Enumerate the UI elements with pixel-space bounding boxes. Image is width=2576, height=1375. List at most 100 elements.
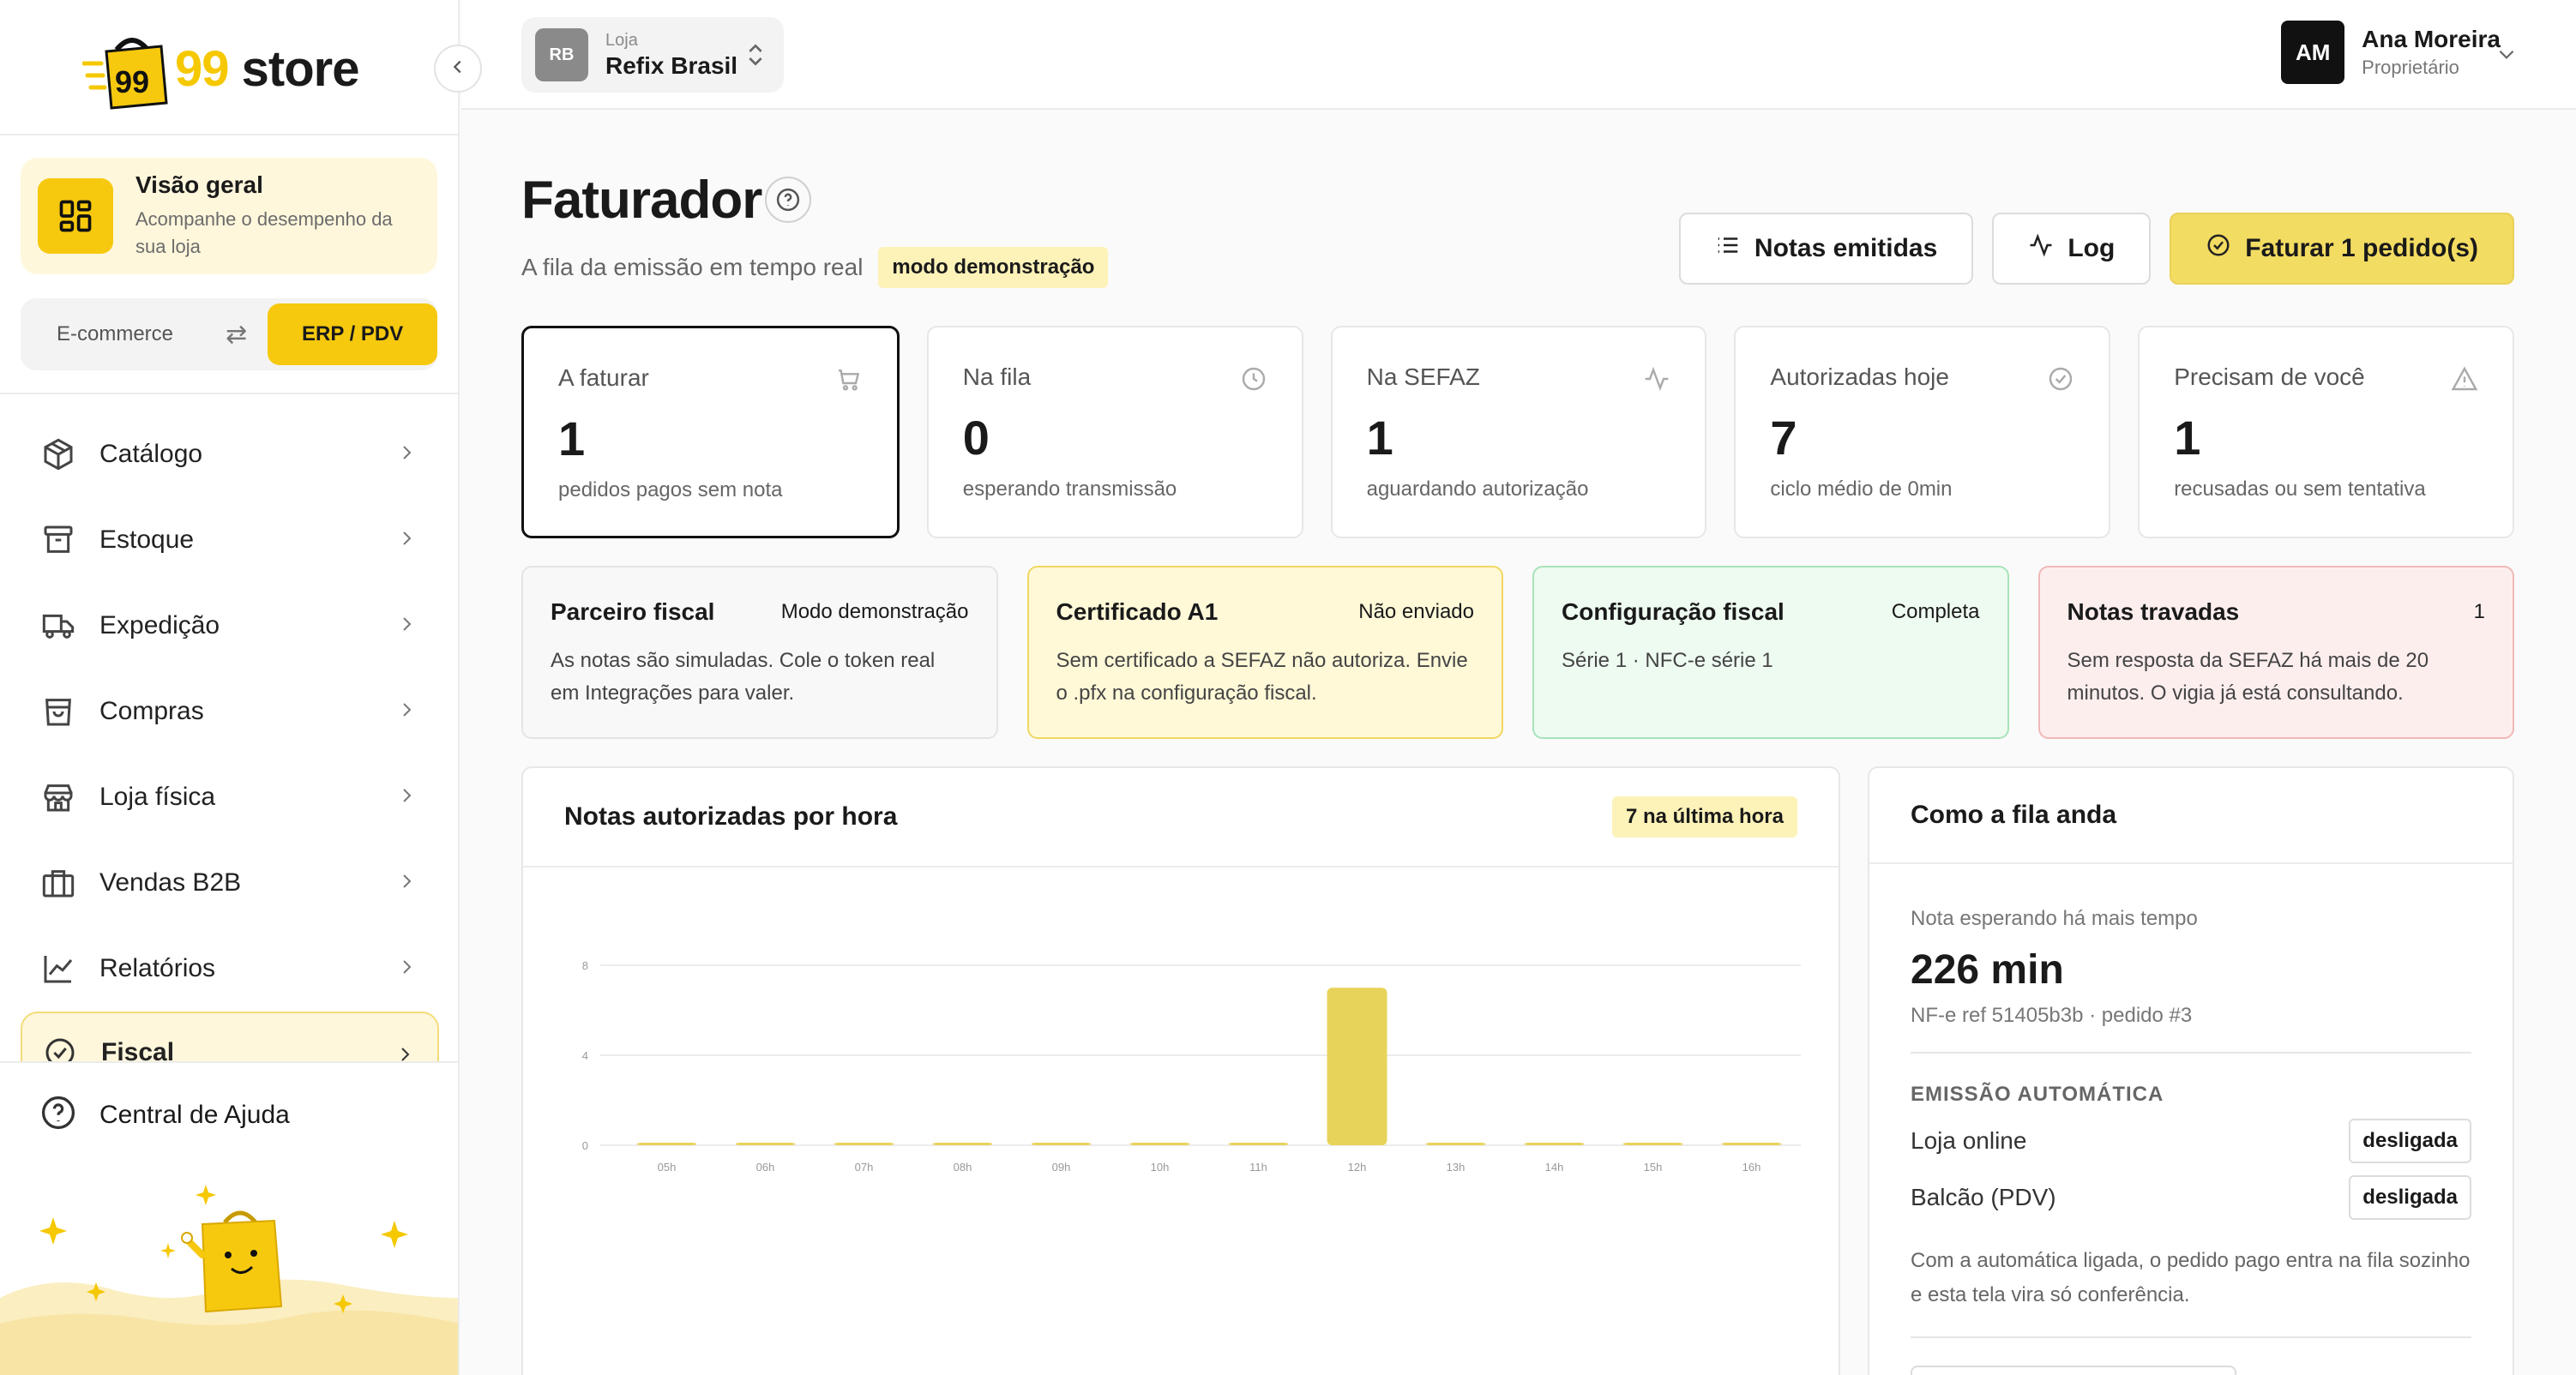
card-title: Configuração fiscal <box>1562 598 1785 625</box>
chevron-right-icon <box>396 955 417 983</box>
card-title: Parceiro fiscal <box>551 598 715 625</box>
help-center-link[interactable]: Central de Ajuda <box>39 1094 290 1136</box>
card-body: Sem resposta da SEFAZ há mais de 20 minu… <box>2067 649 2429 705</box>
auto-emission-note: Com a automática ligada, o pedido pago e… <box>1911 1249 2471 1306</box>
check-circle-icon <box>2047 365 2074 397</box>
stat-precisam-de-voce[interactable]: Precisam de você 1 recusadas ou sem tent… <box>2138 326 2514 538</box>
chart-bar <box>1129 1143 1190 1145</box>
sidebar-nav: Catálogo Estoque Expedição Compras <box>0 411 458 1094</box>
logo-text: 99 store <box>175 40 359 97</box>
stat-label: A faturar <box>558 364 649 391</box>
stat-desc: recusadas ou sem tentativa <box>2174 477 2426 501</box>
auto-pdv-toggle[interactable]: desligada <box>2349 1175 2471 1220</box>
mode-switch: E-commerce ⇄ ERP / PDV <box>21 298 437 370</box>
card-body: Sem certificado a SEFAZ não autoriza. En… <box>1056 649 1468 705</box>
user-menu[interactable]: AM Ana Moreira Proprietário <box>2281 21 2501 84</box>
store-selector[interactable]: RB Loja Refix Brasil <box>521 17 784 93</box>
sidebar-item-compras[interactable]: Compras <box>0 669 458 754</box>
chart-badge: 7 na última hora <box>1611 796 1797 838</box>
sidebar-item-estoque[interactable]: Estoque <box>0 497 458 583</box>
queue-more-stub[interactable] <box>1911 1366 2236 1375</box>
logo-bag-icon: 99 <box>81 29 168 110</box>
bill-orders-label: Faturar 1 pedido(s) <box>2245 234 2478 262</box>
card-title: Certificado A1 <box>1056 598 1219 625</box>
chevron-right-icon <box>394 1042 415 1071</box>
sidebar: 99 99 store Visão geral Acompanhe o dese… <box>0 0 460 1375</box>
sidebar-item-catalogo[interactable]: Catálogo <box>0 411 458 497</box>
sidebar-item-vendas-b2b[interactable]: Vendas B2B <box>0 840 458 926</box>
divider <box>0 393 458 394</box>
oldest-note-ref: NF-e ref 51405b3b · pedido #3 <box>1911 1004 2193 1027</box>
card-status: 1 <box>2473 600 2485 623</box>
mascot-illustration <box>0 1169 458 1375</box>
stat-na-sefaz[interactable]: Na SEFAZ 1 aguardando autorização <box>1330 326 1707 538</box>
sidebar-item-loja-fisica[interactable]: Loja física <box>0 754 458 840</box>
help-area: Central de Ajuda <box>0 1063 458 1375</box>
stat-value: 1 <box>1366 411 1393 465</box>
overview-desc: Acompanhe o desempenho da sua loja <box>135 208 393 257</box>
check-circle-icon <box>2206 232 2231 265</box>
chart-bar <box>932 1143 993 1145</box>
card-title: Notas travadas <box>2067 598 2240 625</box>
stat-value: 1 <box>558 411 586 465</box>
chevron-right-icon <box>396 441 417 469</box>
stat-a-faturar[interactable]: A faturar 1 pedidos pagos sem nota <box>521 326 900 538</box>
help-label: Central de Ajuda <box>99 1100 290 1129</box>
stat-desc: aguardando autorização <box>1366 477 1589 501</box>
issued-notes-label: Notas emitidas <box>1754 234 1938 262</box>
store-avatar: RB <box>535 28 588 81</box>
chevron-down-icon[interactable] <box>2495 43 2518 69</box>
card-status: Completa <box>1891 600 1980 623</box>
stat-autorizadas-hoje[interactable]: Autorizadas hoje 7 ciclo médio de 0min <box>1734 326 2111 538</box>
card-parceiro-fiscal[interactable]: Parceiro fiscal Modo demonstração As not… <box>521 566 998 739</box>
bill-orders-button[interactable]: Faturar 1 pedido(s) <box>2170 213 2514 285</box>
auto-online-toggle[interactable]: desligada <box>2349 1119 2471 1163</box>
chevron-left-icon <box>448 56 467 82</box>
help-circle-icon <box>39 1094 77 1136</box>
clock-icon <box>1240 365 1267 397</box>
logo[interactable]: 99 99 store <box>81 26 359 111</box>
auto-row-label: Loja online <box>1911 1127 2027 1154</box>
stat-label: Autorizadas hoje <box>1770 363 1949 390</box>
sidebar-item-label: Vendas B2B <box>99 868 242 897</box>
sidebar-item-label: Loja física <box>99 783 216 811</box>
queue-header: Como a fila anda <box>1869 768 2513 864</box>
log-label: Log <box>2067 234 2116 262</box>
main-content: Faturador A fila da emissão em tempo rea… <box>521 110 2514 1375</box>
collapse-sidebar-button[interactable] <box>434 45 482 93</box>
erp-pdv-toggle[interactable]: ERP / PDV <box>268 303 437 365</box>
stat-na-fila[interactable]: Na fila 0 esperando transmissão <box>926 326 1303 538</box>
x-tick-label: 05h <box>658 1161 677 1174</box>
status-cards: Parceiro fiscal Modo demonstração As not… <box>521 566 2514 739</box>
sidebar-item-label: Relatórios <box>99 954 216 982</box>
warning-icon <box>2451 365 2478 397</box>
sidebar-item-expedicao[interactable]: Expedição <box>0 583 458 669</box>
chevron-right-icon <box>396 869 417 898</box>
card-status: Modo demonstração <box>780 600 969 623</box>
stat-label: Na fila <box>962 363 1032 390</box>
question-icon[interactable] <box>765 177 811 223</box>
chart-header: Notas autorizadas por hora 7 na última h… <box>523 768 1839 868</box>
auto-row-label: Balcão (PDV) <box>1911 1184 2056 1210</box>
chart-bar <box>1622 1143 1683 1145</box>
sidebar-item-label: Estoque <box>99 525 195 554</box>
card-certificado-a1[interactable]: Certificado A1 Não enviado Sem certifica… <box>1026 566 1503 739</box>
oldest-note-value: 226 min <box>1911 947 2064 993</box>
x-tick-label: 09h <box>1052 1161 1071 1174</box>
sidebar-item-label: Catálogo <box>99 440 203 468</box>
store-icon <box>39 778 77 816</box>
ecommerce-toggle[interactable]: E-commerce <box>57 322 174 345</box>
queue-panel: Como a fila anda Nota esperando há mais … <box>1868 766 2514 1375</box>
card-configuracao-fiscal[interactable]: Configuração fiscal Completa Série 1 · N… <box>1532 566 2009 739</box>
truck-icon <box>39 607 77 645</box>
issued-notes-button[interactable]: Notas emitidas <box>1678 213 1974 285</box>
overview-card[interactable]: Visão geral Acompanhe o desempenho da su… <box>21 158 437 274</box>
card-notas-travadas[interactable]: Notas travadas 1 Sem resposta da SEFAZ h… <box>2037 566 2514 739</box>
log-button[interactable]: Log <box>1992 213 2152 285</box>
stat-desc: esperando transmissão <box>962 477 1177 501</box>
sidebar-item-relatorios[interactable]: Relatórios <box>0 926 458 1012</box>
chart-bar <box>735 1143 796 1145</box>
x-tick-label: 07h <box>855 1161 874 1174</box>
chart-svg: 0 4 8 05h 06h 07h 08h 09h 10h 11h 12h 13h 14h 15h 16h <box>582 959 1801 1174</box>
swap-icon[interactable]: ⇄ <box>226 320 248 349</box>
